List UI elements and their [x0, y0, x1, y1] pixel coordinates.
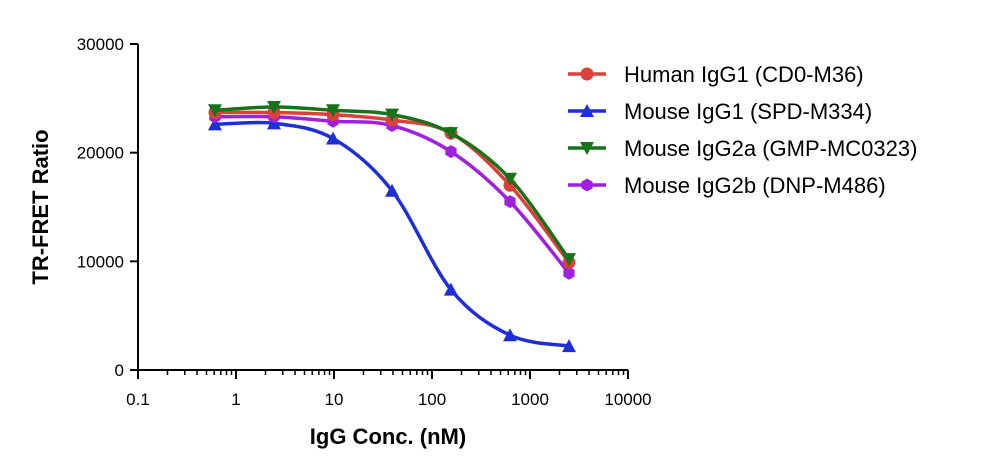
data-point: [561, 253, 576, 267]
data-point: [326, 104, 341, 118]
legend-item: Mouse IgG2b (DNP-M486): [568, 173, 886, 198]
legend: Human IgG1 (CD0-M36) Mouse IgG1 (SPD-M334…: [568, 62, 917, 198]
series-line: [214, 120, 570, 348]
x-tick-label: 1000: [511, 390, 549, 409]
x-tick-label: 100: [418, 390, 446, 409]
data-point: [563, 266, 575, 280]
data-point: [385, 108, 400, 122]
y-tick-label: 0: [115, 361, 124, 380]
data-point: [443, 127, 458, 141]
x-tick-label: 0.1: [126, 390, 150, 409]
data-point: [502, 328, 517, 342]
legend-marker: [580, 142, 594, 155]
legend-label: Mouse IgG1 (SPD-M334): [624, 99, 872, 124]
legend-item: Mouse IgG1 (SPD-M334): [568, 99, 872, 124]
y-tick-label: 20000: [77, 144, 124, 163]
data-point: [326, 131, 341, 145]
data-point: [207, 104, 222, 118]
y-axis-title: TR-FRET Ratio: [28, 129, 53, 284]
x-tick-label: 10000: [604, 390, 651, 409]
legend-label: Human IgG1 (CD0-M36): [624, 62, 864, 87]
y-tick-label: 30000: [77, 35, 124, 54]
y-tick-label: 10000: [77, 252, 124, 271]
data-point: [266, 101, 281, 115]
x-tick-label: 10: [325, 390, 344, 409]
data-point: [561, 339, 576, 353]
data-point: [443, 282, 458, 296]
x-axis-title: IgG Conc. (nM): [310, 424, 466, 449]
x-tick-label: 1: [231, 390, 240, 409]
data-point: [502, 172, 517, 186]
series-layer: [207, 101, 576, 353]
legend-marker: [581, 178, 593, 192]
series-3: [207, 101, 576, 267]
legend-item: Human IgG1 (CD0-M36): [568, 62, 864, 87]
data-point: [207, 117, 222, 131]
series-2: [207, 116, 576, 353]
data-point: [504, 195, 516, 209]
axes: 0 10000 20000 30000 0.1 1 10 100 1000 10000: [77, 35, 652, 409]
legend-item: Mouse IgG2a (GMP-MC0323): [568, 136, 917, 161]
legend-label: Mouse IgG2b (DNP-M486): [624, 173, 886, 198]
legend-label: Mouse IgG2a (GMP-MC0323): [624, 136, 917, 161]
data-point: [445, 145, 457, 159]
data-point: [385, 183, 400, 197]
legend-marker: [580, 104, 594, 117]
legend-marker: [580, 67, 594, 81]
